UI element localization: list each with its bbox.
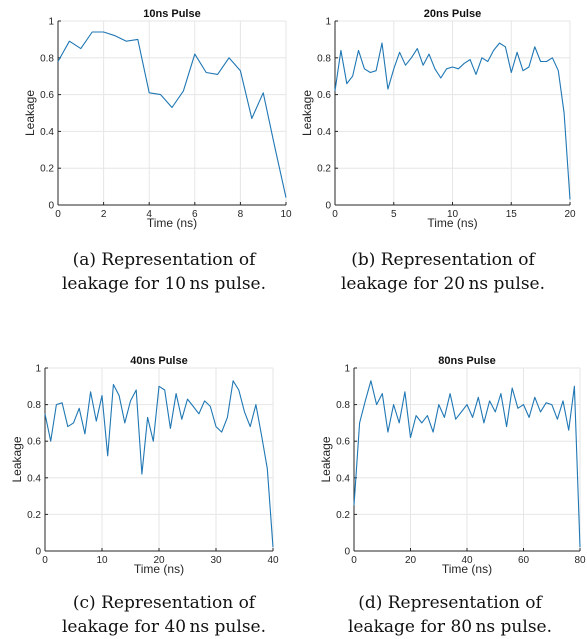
- caption-a-line1: (a) Representation of: [72, 250, 256, 270]
- chart-b-y-tick-label-3: 0.6: [317, 90, 331, 101]
- chart-a-y-tick-label-1: 0.2: [40, 164, 54, 175]
- chart-d-y-tick-label-4: 0.8: [336, 400, 350, 411]
- chart-d-y-label: Leakage: [319, 436, 333, 482]
- chart-c-x-tick-label-1: 10: [96, 555, 108, 566]
- chart-b-title: 20ns Pulse: [424, 8, 481, 20]
- caption-d-line2: leakage for 80 ns pulse.: [347, 617, 553, 637]
- caption-c: (c) Representation of leakage for 40 ns …: [34, 591, 294, 639]
- chart-a-x-label: Time (ns): [147, 216, 197, 230]
- caption-c-line1: (c) Representation of: [72, 593, 256, 613]
- chart-d-y-tick-label-3: 0.6: [336, 437, 350, 448]
- chart-d-y-tick-label-0: 0: [344, 547, 350, 558]
- chart-d-x-tick-label-0: 0: [351, 555, 357, 566]
- chart-d: 0 20 40 60 80 0 0.2 0.4 0.6 0.8 1 80ns Pulse Time (n…: [319, 355, 586, 576]
- caption-a-line2: leakage for 10 ns pulse.: [61, 274, 267, 294]
- caption-b: (b) Representation of leakage for 20 ns …: [313, 248, 573, 296]
- chart-c-title: 40ns Pulse: [130, 355, 187, 367]
- chart-c-x-label: Time (ns): [134, 562, 184, 576]
- chart-c-x-tick-label-0: 0: [42, 555, 48, 566]
- chart-a-y-label: Leakage: [23, 90, 37, 136]
- chart-b-y-tick-label-5: 1: [325, 17, 331, 28]
- caption-c-line2: leakage for 40 ns pulse.: [61, 617, 267, 637]
- chart-a-x-tick-label-5: 10: [280, 209, 292, 220]
- caption-b-line1: (b) Representation of: [351, 250, 535, 270]
- chart-a-x-tick-label-1: 2: [101, 209, 107, 220]
- chart-c-y-label: Leakage: [10, 436, 24, 482]
- chart-a-x-tick-label-4: 8: [238, 209, 244, 220]
- chart-b-y-tick-label-1: 0.2: [317, 164, 331, 175]
- chart-b-x-tick-label-1: 5: [391, 209, 397, 220]
- chart-c: 0 10 20 30 40 0 0.2 0.4 0.6 0.8 1 40ns Pulse Time (n…: [10, 355, 279, 576]
- chart-a-x-tick-label-2: 4: [146, 209, 152, 220]
- chart-a-series-line: [57, 31, 287, 198]
- chart-a-y-tick-label-3: 0.6: [40, 90, 54, 101]
- chart-b-x-label: Time (ns): [427, 216, 477, 230]
- chart-d-y-tick-label-5: 1: [344, 364, 350, 375]
- chart-b: 0 5 10 15 20 0 0.2 0.4 0.6 0.8 1 20ns Pulse Time (ns…: [300, 8, 576, 230]
- chart-a-y-tick-label-4: 0.8: [40, 53, 54, 64]
- chart-a-y-tick-label-2: 0.4: [40, 127, 54, 138]
- chart-b-y-tick-label-4: 0.8: [317, 53, 331, 64]
- chart-c-y-tick-label-2: 0.4: [27, 473, 41, 484]
- chart-a: 0 2 4 6 8 10 0 0.2 0.4 0.6 0.8 1 10ns Pulse Time (ns)…: [23, 8, 292, 230]
- chart-c-y-tick-label-4: 0.8: [27, 400, 41, 411]
- chart-c-y-tick-label-3: 0.6: [27, 437, 41, 448]
- chart-b-series-line: [334, 42, 571, 200]
- chart-c-y-tick-label-0: 0: [35, 547, 41, 558]
- chart-c-x-tick-label-3: 30: [210, 555, 222, 566]
- chart-d-x-tick-label-1: 20: [405, 555, 417, 566]
- chart-b-x-tick-label-2: 10: [447, 209, 459, 220]
- chart-b-y-tick-label-0: 0: [325, 201, 331, 212]
- chart-d-series-line: [353, 380, 581, 548]
- chart-c-x-tick-label-2: 20: [153, 555, 165, 566]
- caption-d: (d) Representation of leakage for 80 ns …: [320, 591, 580, 639]
- chart-b-x-tick-label-3: 15: [506, 209, 518, 220]
- caption-d-line1: (d) Representation of: [358, 593, 542, 613]
- chart-d-x-tick-label-3: 60: [518, 555, 530, 566]
- chart-d-y-tick-label-1: 0.2: [336, 510, 350, 521]
- chart-a-x-tick-label-0: 0: [55, 209, 61, 220]
- chart-c-series-line: [44, 380, 274, 548]
- chart-d-x-tick-label-2: 40: [461, 555, 473, 566]
- chart-b-y-label: Leakage: [300, 90, 314, 136]
- chart-d-x-label: Time (ns): [442, 562, 492, 576]
- chart-a-title: 10ns Pulse: [143, 8, 200, 20]
- chart-c-y-tick-label-5: 1: [35, 364, 41, 375]
- chart-a-y-tick-label-0: 0: [48, 201, 54, 212]
- chart-b-x-tick-label-0: 0: [332, 209, 338, 220]
- chart-c-x-tick-label-4: 40: [267, 555, 279, 566]
- caption-b-line2: leakage for 20 ns pulse.: [340, 274, 546, 294]
- caption-a: (a) Representation of leakage for 10 ns …: [34, 248, 294, 296]
- chart-a-y-tick-label-5: 1: [48, 17, 54, 28]
- chart-d-x-tick-label-4: 80: [574, 555, 586, 566]
- chart-b-y-tick-label-2: 0.4: [317, 127, 331, 138]
- chart-b-x-tick-label-4: 20: [564, 209, 576, 220]
- chart-c-y-tick-label-1: 0.2: [27, 510, 41, 521]
- chart-a-x-tick-label-3: 6: [192, 209, 198, 220]
- chart-d-title: 80ns Pulse: [438, 355, 495, 367]
- chart-d-y-tick-label-2: 0.4: [336, 473, 350, 484]
